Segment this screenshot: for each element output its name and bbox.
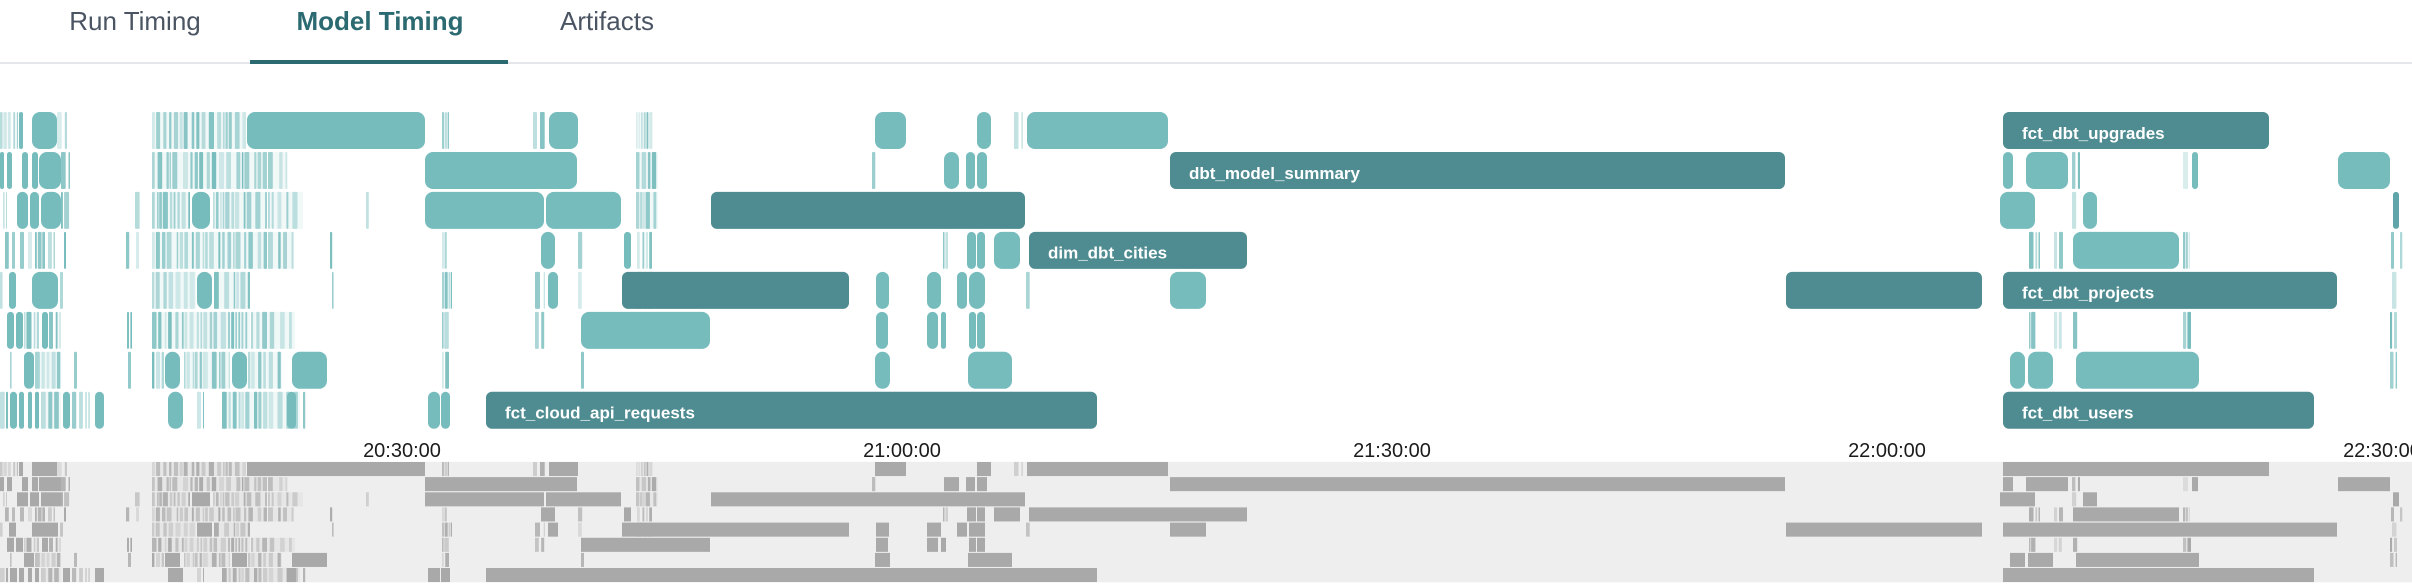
svg-text:21:30:00: 21:30:00 <box>1353 440 1431 462</box>
svg-text:22:30:00: 22:30:00 <box>2343 440 2412 462</box>
svg-text:20:30:00: 20:30:00 <box>363 440 441 462</box>
svg-text:dim_dbt_cities: dim_dbt_cities <box>1048 244 1167 263</box>
svg-text:fct_cloud_api_requests: fct_cloud_api_requests <box>505 404 695 423</box>
svg-text:dbt_model_summary: dbt_model_summary <box>1189 164 1361 183</box>
svg-text:fct_dbt_users: fct_dbt_users <box>2022 404 2133 423</box>
svg-text:fct_dbt_upgrades: fct_dbt_upgrades <box>2022 124 2165 143</box>
svg-text:fct_dbt_projects: fct_dbt_projects <box>2022 284 2154 303</box>
svg-text:21:00:00: 21:00:00 <box>863 440 941 462</box>
svg-text:22:00:00: 22:00:00 <box>1848 440 1926 462</box>
